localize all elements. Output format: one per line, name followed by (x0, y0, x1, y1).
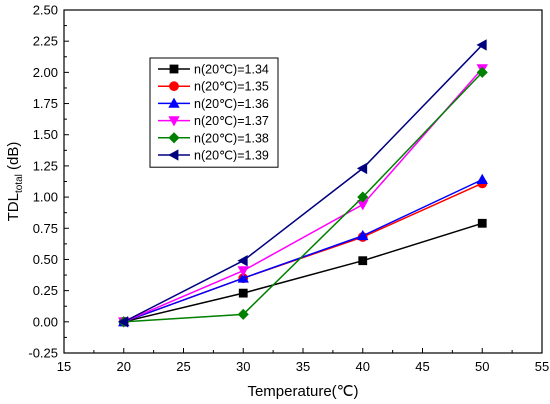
marker-triangle-down (237, 266, 249, 277)
marker-triangle-left (168, 149, 179, 161)
y-tick-label: 1.50 (33, 127, 58, 142)
marker-circle (169, 81, 179, 92)
y-tick-label: 2.25 (33, 34, 58, 49)
marker-triangle-left (356, 162, 368, 175)
legend-label: n(20℃)=1.35 (194, 80, 269, 94)
marker-triangle-left (237, 255, 248, 267)
legend: n(20℃)=1.34 n(20℃)=1.35 n(20℃)=1.36 n(20℃)=… (149, 57, 279, 168)
series-line (123, 222, 483, 323)
y-tick-label: 0.50 (33, 252, 58, 267)
legend-item: n(20℃)=1.39 (158, 149, 269, 163)
legend-item: n(20℃)=1.34 (158, 63, 269, 77)
x-tick-label: 55 (535, 359, 549, 374)
series-6 (117, 39, 487, 328)
legend-label: n(20℃)=1.37 (194, 114, 269, 128)
y-axis-title-unit: (dB) (5, 142, 22, 175)
legend-label: n(20℃)=1.39 (194, 149, 269, 163)
legend-label: n(20℃)=1.36 (194, 97, 269, 111)
series-line (123, 68, 483, 323)
y-tick-label: 2.00 (33, 65, 58, 80)
marker-square (358, 256, 368, 266)
marker-square (238, 288, 248, 298)
series-1 (119, 218, 487, 327)
x-tick-label: 40 (356, 359, 370, 374)
legend-label: n(20℃)=1.38 (194, 131, 269, 145)
y-axis-title: TDLtotal (dB) (5, 142, 25, 222)
series-3 (118, 173, 488, 327)
series-layer (117, 39, 488, 328)
series-2 (118, 178, 488, 327)
legend-item: n(20℃)=1.37 (158, 114, 269, 128)
y-axis-title-main: TDL (5, 193, 22, 221)
x-tick-label: 20 (117, 359, 131, 374)
marker-triangle-left (117, 316, 129, 328)
series-line (123, 44, 483, 323)
legend-item: n(20℃)=1.36 (158, 97, 269, 111)
legend-box (149, 57, 279, 168)
x-tick-label: 35 (296, 359, 310, 374)
x-tick-label: 50 (475, 359, 489, 374)
legend-item: n(20℃)=1.35 (158, 80, 269, 94)
marker-triangle-up (476, 173, 488, 185)
series-line (123, 178, 483, 323)
y-tick-label: 1.00 (33, 190, 58, 205)
plot-area-frame (63, 9, 543, 354)
y-tick-label: 2.50 (33, 3, 58, 18)
y-tick-label: -0.25 (28, 346, 58, 361)
marker-square (477, 218, 487, 228)
legend-label: n(20℃)=1.34 (194, 63, 269, 77)
x-tick-label: 30 (236, 359, 250, 374)
legend-item: n(20℃)=1.38 (158, 131, 269, 145)
y-axis-title-sub: total (14, 174, 25, 193)
marker-triangle-left (476, 39, 487, 51)
y-tick-label: 1.25 (33, 158, 58, 173)
x-tick-label: 25 (176, 359, 190, 374)
marker-diamond (357, 191, 369, 203)
x-tick-label: 45 (415, 359, 429, 374)
marker-square (169, 64, 179, 74)
axis-ticks: 15 20 25 30 35 40 45 50 55 -0.25 0.00 0.25 0.50 0.75 1… (28, 3, 549, 375)
series-line (123, 71, 483, 323)
marker-triangle-down (168, 116, 180, 127)
y-tick-label: 0.00 (33, 314, 58, 329)
y-tick-label: 1.75 (33, 96, 58, 111)
marker-triangle-up (168, 97, 180, 108)
y-tick-label: 0.25 (33, 283, 58, 298)
y-tick-label: 0.75 (33, 221, 58, 236)
x-axis-title: Temperature(℃) (247, 383, 358, 400)
x-tick-label: 15 (57, 359, 71, 374)
marker-diamond (168, 132, 180, 144)
marker-triangle-up (357, 229, 369, 241)
marker-diamond (476, 66, 488, 78)
marker-triangle-up (237, 272, 249, 283)
series-5 (118, 66, 488, 328)
marker-diamond (237, 308, 249, 320)
